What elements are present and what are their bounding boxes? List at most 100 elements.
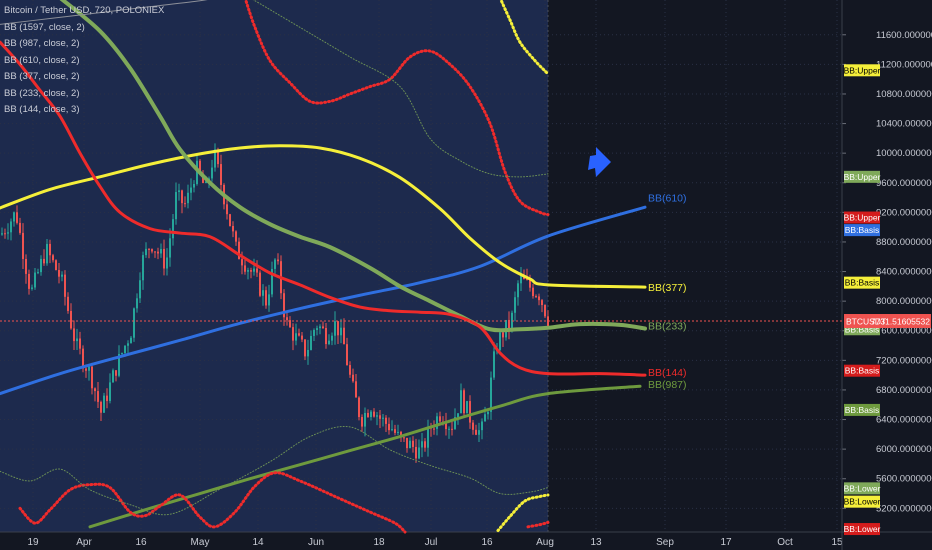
candle-body bbox=[73, 328, 75, 342]
indicator-label[interactable]: BB (233, close, 2) bbox=[4, 87, 80, 99]
candle-body bbox=[79, 338, 81, 349]
arrow-icon bbox=[588, 147, 611, 178]
candle-body bbox=[340, 327, 342, 336]
bb-tag bbox=[844, 364, 880, 377]
candle-body bbox=[379, 415, 381, 419]
candle-body bbox=[367, 412, 369, 418]
candle-body bbox=[358, 397, 360, 418]
candle-body bbox=[49, 243, 51, 256]
bb-tag-label: BB:Basis bbox=[845, 225, 880, 235]
y-tick-label: 10000.00000000 bbox=[876, 148, 932, 159]
candle-body bbox=[454, 417, 456, 429]
y-tick-label: 11600.00000000 bbox=[876, 30, 932, 41]
candle-body bbox=[145, 248, 147, 256]
series-line bbox=[0, 40, 647, 377]
candle-body bbox=[460, 390, 462, 414]
candle-body bbox=[166, 257, 168, 269]
y-tick-label: 5200.00000000 bbox=[876, 503, 932, 514]
x-tick-label: 17 bbox=[720, 537, 732, 548]
bb-tag-label: BB:Basis bbox=[845, 278, 880, 288]
candle-body bbox=[211, 167, 213, 179]
candle-body bbox=[352, 374, 354, 382]
y-tick-label: 7200.00000000 bbox=[876, 355, 932, 366]
last-price-symbol: BTCUSDT bbox=[846, 317, 886, 327]
candle-body bbox=[364, 412, 366, 427]
bb-tag-label: BB:Upper bbox=[844, 213, 881, 223]
candle-body bbox=[382, 417, 384, 419]
candle-body bbox=[391, 429, 393, 431]
candle-body bbox=[7, 232, 9, 234]
candle-body bbox=[301, 335, 303, 340]
bb-tag-label: BB:Upper bbox=[844, 172, 881, 182]
candle-body bbox=[187, 192, 189, 204]
candle-body bbox=[40, 258, 42, 273]
candle-body bbox=[163, 248, 165, 269]
candle-body bbox=[229, 214, 231, 226]
candle-body bbox=[328, 340, 330, 345]
candle-body bbox=[535, 296, 537, 298]
candle-body bbox=[130, 337, 132, 344]
x-tick-label: 16 bbox=[481, 537, 493, 548]
candle-body bbox=[424, 441, 426, 448]
candle-body bbox=[70, 310, 72, 329]
candle-body bbox=[532, 287, 534, 297]
bb-tag-label: BB:Basis bbox=[845, 324, 880, 334]
candle-body bbox=[481, 421, 483, 431]
candle-body bbox=[313, 329, 315, 336]
indicator-label[interactable]: BB (610, close, 2) bbox=[4, 54, 80, 66]
candle-body bbox=[67, 296, 69, 311]
candle-body bbox=[499, 332, 501, 350]
candle-body bbox=[13, 212, 15, 222]
candle-body bbox=[88, 366, 90, 371]
candle-body bbox=[97, 391, 99, 402]
candle-body bbox=[271, 268, 273, 295]
indicator-label[interactable]: BB (987, close, 2) bbox=[4, 38, 80, 49]
series-line bbox=[88, 384, 642, 529]
bb-tag bbox=[844, 403, 880, 416]
bb-tag bbox=[844, 224, 880, 237]
candle-body bbox=[286, 317, 288, 321]
series-line bbox=[0, 425, 549, 516]
candle-body bbox=[10, 221, 12, 233]
y-tick-label: 6000.00000000 bbox=[876, 444, 932, 455]
candle-body bbox=[322, 326, 324, 329]
candle-body bbox=[52, 255, 54, 261]
candle-body bbox=[514, 297, 516, 313]
indicator-label[interactable]: BB (1597, close, 2) bbox=[4, 21, 85, 33]
candle-body bbox=[25, 258, 27, 274]
candle-body bbox=[139, 280, 141, 299]
bb-tag bbox=[844, 523, 880, 536]
last-price-value: 7731.51605532 bbox=[871, 317, 930, 327]
candle-body bbox=[445, 422, 447, 430]
candle-body bbox=[502, 332, 504, 338]
y-tick-label: 11200.00000000 bbox=[876, 59, 932, 70]
series-line bbox=[526, 520, 550, 529]
candle-body bbox=[199, 160, 201, 174]
candle-body bbox=[421, 441, 423, 448]
candle-body bbox=[94, 388, 96, 392]
candle-body bbox=[457, 413, 459, 418]
candle-body bbox=[58, 270, 60, 277]
candle-body bbox=[160, 248, 162, 254]
candle-body bbox=[181, 190, 183, 204]
candle-body bbox=[256, 268, 258, 273]
indicator-label[interactable]: BB (144, close, 3) bbox=[4, 104, 80, 115]
candle-body bbox=[469, 401, 471, 423]
candle-body bbox=[253, 268, 255, 272]
candle-body bbox=[118, 353, 120, 376]
y-tick-label: 6400.00000000 bbox=[876, 415, 932, 426]
candle-body bbox=[319, 326, 321, 329]
candle-body bbox=[508, 319, 510, 330]
candle-body bbox=[472, 422, 474, 430]
candle-body bbox=[19, 222, 21, 233]
candle-body bbox=[388, 423, 390, 431]
candle-body bbox=[295, 333, 297, 341]
candle-body bbox=[517, 283, 519, 298]
x-tick-label: Jul bbox=[425, 537, 438, 548]
candle-body bbox=[136, 298, 138, 309]
indicator-label[interactable]: BB (377, close, 2) bbox=[4, 71, 80, 82]
candle-body bbox=[259, 272, 261, 296]
candle-body bbox=[220, 164, 222, 185]
candle-body bbox=[529, 279, 531, 288]
